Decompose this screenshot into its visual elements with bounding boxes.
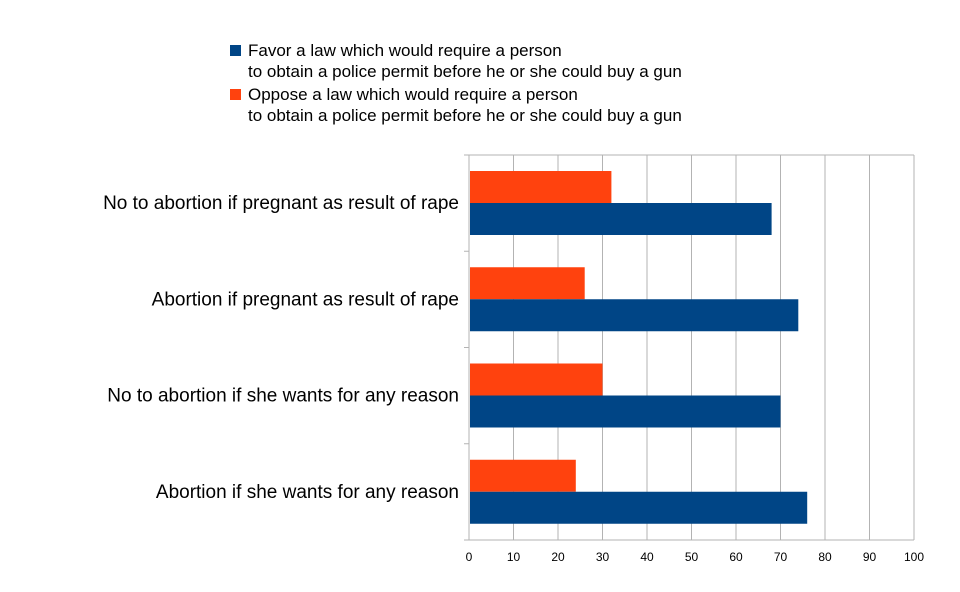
legend-label-favor-line-2: to obtain a police permit before he or s… bbox=[248, 62, 682, 81]
legend-item-oppose: Oppose a law which would require a perso… bbox=[230, 84, 790, 126]
legend: Favor a law which would require a person… bbox=[230, 40, 790, 128]
bar-favor-3 bbox=[470, 491, 808, 524]
category-labels: No to abortion if pregnant as result of … bbox=[103, 193, 459, 503]
legend-item-favor: Favor a law which would require a person… bbox=[230, 40, 790, 82]
bar-favor-1 bbox=[470, 299, 799, 332]
bar-oppose-3 bbox=[470, 459, 576, 492]
x-tick-label-10: 10 bbox=[507, 550, 521, 564]
category-label-1: Abortion if pregnant as result of rape bbox=[152, 289, 459, 310]
x-tick-label-70: 70 bbox=[774, 550, 788, 564]
x-tick-label-50: 50 bbox=[685, 550, 699, 564]
bar-favor-0 bbox=[470, 203, 772, 235]
x-tick-label-20: 20 bbox=[551, 550, 565, 564]
x-tick-label-80: 80 bbox=[818, 550, 832, 564]
legend-swatch-oppose bbox=[230, 89, 241, 100]
x-tick-label-60: 60 bbox=[729, 550, 743, 564]
x-tick-label-90: 90 bbox=[863, 550, 877, 564]
x-tick-label-0: 0 bbox=[466, 550, 473, 564]
legend-swatch-favor bbox=[230, 45, 241, 56]
bar-oppose-0 bbox=[470, 171, 612, 203]
bar-oppose-2 bbox=[470, 363, 603, 396]
category-label-2: No to abortion if she wants for any reas… bbox=[107, 386, 459, 407]
x-tick-labels: 0 10 20 30 40 50 60 70 80 90 100 bbox=[466, 550, 925, 564]
x-tick-label-40: 40 bbox=[640, 550, 654, 564]
bars bbox=[470, 171, 808, 524]
bar-oppose-1 bbox=[470, 267, 585, 300]
x-tick-label-30: 30 bbox=[596, 550, 610, 564]
bar-favor-2 bbox=[470, 395, 781, 428]
legend-label-favor-line-1: Favor a law which would require a person bbox=[248, 41, 562, 60]
legend-label-oppose-line-1: Oppose a law which would require a perso… bbox=[248, 85, 578, 104]
x-tick-label-100: 100 bbox=[904, 550, 924, 564]
axis bbox=[464, 154, 914, 541]
category-label-0: No to abortion if pregnant as result of … bbox=[103, 193, 459, 214]
category-label-3: Abortion if she wants for any reason bbox=[156, 482, 459, 503]
legend-label-oppose-line-2: to obtain a police permit before he or s… bbox=[248, 106, 682, 125]
